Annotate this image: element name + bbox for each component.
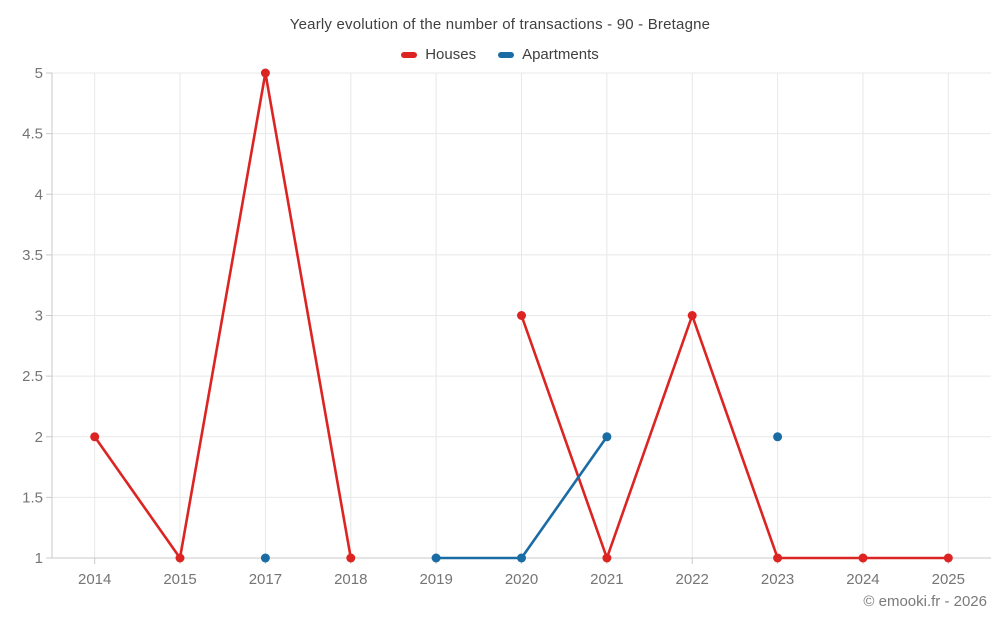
houses-point-2023[interactable] [773, 553, 783, 563]
apartments-legend-label: Apartments [522, 46, 599, 63]
y-tick-label: 4.5 [22, 126, 43, 143]
y-tick-label: 3.5 [22, 247, 43, 264]
houses-point-2017[interactable] [260, 68, 270, 78]
x-tick-label: 2025 [932, 571, 965, 588]
chart-legend: Houses Apartments [0, 46, 1000, 63]
legend-item-apartments[interactable]: Apartments [498, 46, 599, 63]
x-tick-label: 2023 [761, 571, 794, 588]
houses-point-2015[interactable] [175, 553, 185, 563]
houses-line [93, 71, 353, 560]
houses-point-2021[interactable] [602, 553, 612, 563]
houses-point-2024[interactable] [858, 553, 868, 563]
apartments-series-swatch [498, 51, 515, 58]
y-tick-label: 3 [35, 308, 43, 325]
apartments-point-2023[interactable] [773, 432, 783, 442]
apartments-point-2020[interactable] [517, 553, 526, 563]
x-tick-label: 2018 [334, 571, 367, 588]
houses-legend-label: Houses [425, 46, 477, 63]
x-tick-label: 2022 [676, 571, 709, 588]
x-tick-label: 2015 [163, 571, 196, 588]
y-tick-label: 5 [35, 65, 43, 82]
y-tick-label: 2 [35, 429, 43, 446]
houses-line [520, 314, 950, 560]
houses-point-2018[interactable] [346, 553, 356, 563]
x-tick-label: 2019 [419, 571, 452, 588]
y-tick-label: 4 [35, 186, 43, 203]
copyright-link[interactable]: © emooki.fr - 2026 [863, 593, 987, 610]
y-tick-label: 1.5 [22, 489, 43, 506]
apartments-point-2021[interactable] [602, 432, 612, 442]
y-tick-label: 1 [35, 550, 43, 567]
x-tick-label: 2020 [505, 571, 538, 588]
legend-item-houses[interactable]: Houses [401, 46, 476, 63]
x-tick-label: 2021 [590, 571, 623, 588]
apartments-point-2017[interactable] [260, 553, 270, 563]
apartments-point-2019[interactable] [431, 553, 441, 563]
chart-title: Yearly evolution of the number of transa… [289, 16, 711, 33]
houses-series-swatch [401, 51, 418, 58]
x-tick-label: 2024 [846, 571, 879, 588]
x-tick-label: 2017 [249, 571, 282, 588]
y-tick-label: 2.5 [22, 368, 43, 385]
houses-point-2025[interactable] [943, 553, 953, 563]
houses-point-2022[interactable] [687, 311, 697, 320]
houses-point-2020[interactable] [517, 311, 526, 320]
houses-point-2014[interactable] [90, 432, 100, 442]
x-tick-label: 2014 [78, 571, 111, 588]
